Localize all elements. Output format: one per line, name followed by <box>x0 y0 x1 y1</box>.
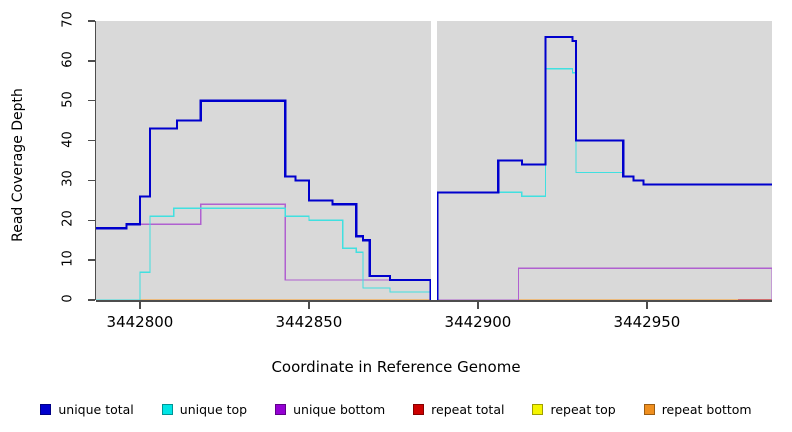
x-tick-label: 3442900 <box>444 313 512 331</box>
x-tick-label: 3442950 <box>613 313 681 331</box>
legend-swatch-icon <box>275 403 287 415</box>
y-axis-line <box>95 21 97 300</box>
x-tick-mark <box>477 301 479 309</box>
series-line-unique-total <box>96 35 772 300</box>
y-tick-mark <box>88 299 95 301</box>
y-axis-title: Read Coverage Depth <box>10 88 27 242</box>
legend-item: repeat top <box>532 401 616 417</box>
x-tick-mark <box>646 301 648 309</box>
legend-swatch-icon <box>40 403 52 415</box>
y-tick-mark <box>88 259 95 261</box>
y-tick-label: 60 <box>60 51 76 68</box>
legend-label: unique bottom <box>293 401 386 417</box>
legend-label: repeat total <box>431 401 505 417</box>
y-tick-mark <box>88 139 95 142</box>
y-tick-mark <box>88 179 95 182</box>
x-tick-label: 3442850 <box>275 313 343 331</box>
legend-swatch-icon <box>161 403 173 415</box>
x-axis-title: Coordinate in Reference Genome <box>271 358 521 376</box>
coverage-gap-mask <box>430 21 438 300</box>
y-tick-label: 0 <box>60 294 76 303</box>
x-axis-line <box>96 300 772 302</box>
legend-swatch-icon <box>643 403 655 415</box>
x-tick-label: 3442800 <box>106 313 174 331</box>
legend-label: repeat bottom <box>661 401 752 417</box>
legend-swatch-icon <box>532 403 544 415</box>
y-tick-mark <box>88 99 95 102</box>
legend-item: unique top <box>161 401 248 417</box>
legend-label: repeat top <box>550 401 616 417</box>
plot-area <box>96 21 772 300</box>
y-tick-label: 10 <box>60 250 76 267</box>
y-tick-label: 30 <box>60 170 76 188</box>
x-tick-mark <box>139 301 141 309</box>
x-tick-mark <box>308 301 310 309</box>
legend-item: repeat bottom <box>643 401 752 417</box>
y-tick-mark <box>88 20 95 22</box>
y-tick-label: 50 <box>60 90 76 108</box>
legend-label: unique top <box>179 401 248 417</box>
legend-item: unique total <box>40 401 134 417</box>
y-tick-label: 70 <box>60 11 76 28</box>
legend-label: unique total <box>58 401 134 417</box>
y-tick-label: 40 <box>60 130 76 148</box>
y-tick-mark <box>88 219 95 222</box>
legend-item: repeat total <box>413 402 504 417</box>
y-tick-label: 20 <box>60 210 76 228</box>
legend-swatch-icon <box>413 403 425 415</box>
legend-item: unique bottom <box>275 402 385 417</box>
y-tick-mark <box>88 60 95 62</box>
chart-legend: unique total unique top unique bottom repea… <box>0 398 792 420</box>
